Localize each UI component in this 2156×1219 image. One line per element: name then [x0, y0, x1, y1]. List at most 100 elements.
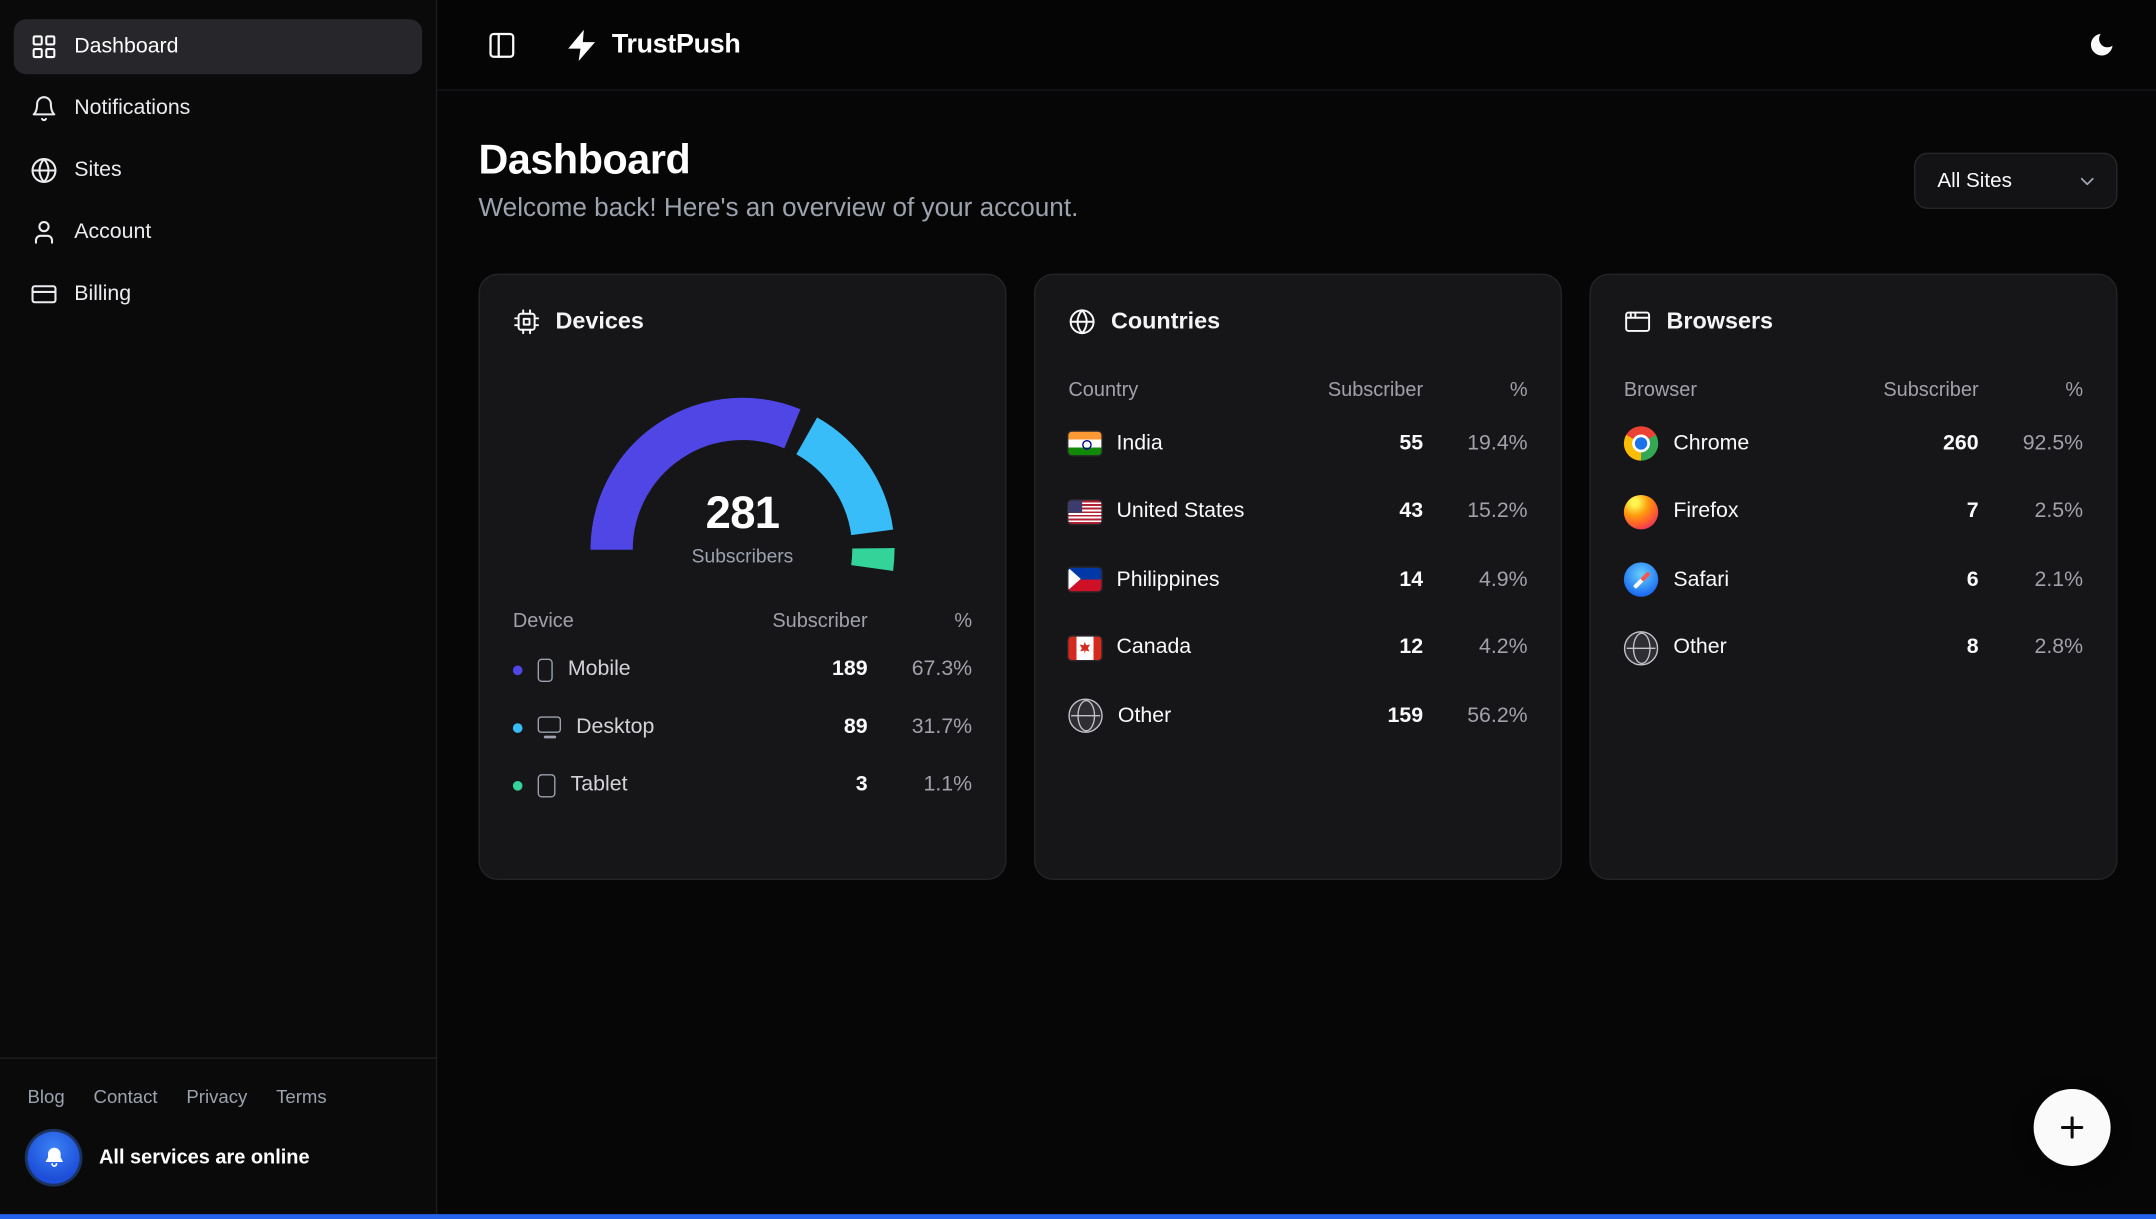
main-content: Dashboard Welcome back! Here's an overvi… — [437, 90, 2156, 1219]
countries-card: Countries Country Subscriber % — [1034, 273, 1562, 880]
brand[interactable]: TrustPush — [564, 27, 741, 63]
browser-logo-icon — [1623, 562, 1659, 598]
table-row: United States 43 15.2% — [1068, 478, 1528, 546]
devices-card: Devices 281 Subscribers Device Subscribe… — [478, 273, 1007, 880]
row-name: Desktop — [576, 715, 655, 739]
row-subscribers: 55 — [1399, 431, 1424, 455]
plus-icon — [2060, 1116, 2084, 1139]
status-text: All services are online — [99, 1146, 310, 1169]
service-status: All services are online — [27, 1131, 409, 1184]
card-title: Browsers — [1666, 308, 1774, 335]
brand-name: TrustPush — [611, 28, 741, 60]
gauge-total-label: Subscribers — [691, 544, 794, 567]
topbar: TrustPush — [437, 0, 2156, 91]
country-flag-icon — [1068, 636, 1102, 660]
browsers-card-header: Browsers — [1624, 308, 2083, 336]
row-percent: 19.4% — [1467, 431, 1528, 455]
table-row: Tablet 3 1.1% — [512, 756, 972, 814]
user-icon — [34, 221, 54, 244]
chevron-down-icon — [2080, 177, 2094, 185]
globe-icon — [1069, 309, 1095, 335]
topbar-right — [2085, 28, 2118, 61]
devices-card-header: Devices — [513, 308, 972, 336]
footer-link-terms[interactable]: Terms — [276, 1086, 327, 1107]
devices-table-body: Mobile 189 67.3% Desktop — [512, 641, 973, 814]
table-row: Canada 12 4.2% — [1068, 614, 1528, 682]
footer-link-contact[interactable]: Contact — [93, 1086, 158, 1107]
table-row: Safari 6 2.1% — [1623, 546, 2083, 614]
header-subscriber: Subscriber — [772, 610, 868, 633]
row-label-cell: Other — [1068, 698, 1327, 734]
site-filter-dropdown[interactable]: All Sites — [1914, 152, 2118, 209]
cpu-icon — [514, 309, 540, 335]
row-label-cell: United States — [1068, 499, 1327, 524]
row-subscribers: 89 — [843, 715, 868, 739]
sidebar-item-billing[interactable]: Billing — [14, 267, 422, 322]
bell-icon — [32, 96, 56, 122]
row-percent: 4.2% — [1479, 635, 1528, 659]
table-row: Other 8 2.8% — [1623, 614, 2083, 682]
header-device: Device — [512, 610, 574, 633]
header-percent: % — [1509, 379, 1528, 402]
legend-dot — [512, 780, 523, 790]
header-browser: Browser — [1623, 379, 1698, 402]
sidebar-item-label: Sites — [74, 158, 122, 182]
header-percent: % — [954, 610, 973, 633]
sidebar-item-account[interactable]: Account — [14, 205, 422, 260]
countries-table: Country Subscriber % India 5 — [1068, 379, 1528, 751]
device-type-icon — [537, 657, 553, 682]
page-subtitle: Welcome back! Here's an overview of your… — [478, 193, 1079, 223]
country-flag-icon — [1068, 432, 1102, 456]
row-name: Firefox — [1673, 499, 1739, 523]
row-subscribers: 189 — [832, 657, 868, 681]
sidebar-item-sites[interactable]: Sites — [14, 143, 422, 198]
table-row: Desktop 89 31.7% — [512, 699, 973, 757]
row-percent: 56.2% — [1467, 703, 1528, 728]
row-subscribers: 14 — [1399, 567, 1424, 591]
theme-toggle-button[interactable] — [2085, 28, 2118, 61]
sidebar-item-label: Dashboard — [74, 34, 179, 58]
legend-dot — [512, 664, 523, 675]
row-name: Other — [1673, 635, 1727, 659]
app-window-icon — [1625, 311, 1651, 332]
countries-card-header: Countries — [1068, 308, 1527, 336]
sidebar-footer: Blog Contact Privacy Terms All services … — [0, 1057, 436, 1219]
country-flag-icon — [1068, 698, 1103, 734]
row-name: Safari — [1673, 567, 1730, 591]
add-button[interactable] — [2033, 1089, 2111, 1166]
row-label-cell: Mobile — [512, 657, 772, 682]
row-subscribers: 12 — [1399, 635, 1424, 659]
device-type-icon — [537, 716, 561, 733]
row-subscribers: 260 — [1943, 431, 1979, 455]
sidebar-item-notifications[interactable]: Notifications — [14, 81, 422, 136]
table-row: Firefox 7 2.5% — [1623, 478, 2084, 546]
stats-cards: Devices 281 Subscribers Device Subscribe… — [478, 273, 2118, 880]
row-percent: 2.5% — [2034, 499, 2084, 523]
footer-link-blog[interactable]: Blog — [27, 1086, 65, 1107]
header-country: Country — [1068, 379, 1139, 402]
browsers-card: Browsers Browser Subscriber % — [1589, 273, 2118, 880]
row-label-cell: Safari — [1623, 562, 1883, 598]
sidebar: Dashboard Notifications Sites Account Bi… — [0, 0, 438, 1219]
credit-card-icon — [31, 285, 57, 304]
devices-table: Device Subscriber % Mobile — [512, 610, 973, 815]
row-name: Canada — [1116, 635, 1192, 659]
status-bell-badge — [27, 1131, 80, 1184]
page-header-text: Dashboard Welcome back! Here's an overvi… — [479, 138, 1079, 225]
gauge-total-value: 281 — [705, 486, 780, 538]
card-title: Countries — [1111, 308, 1221, 335]
sidebar-item-dashboard[interactable]: Dashboard — [13, 19, 423, 75]
devices-gauge-svg — [590, 397, 895, 571]
footer-link-privacy[interactable]: Privacy — [186, 1086, 248, 1107]
row-name: Other — [1117, 703, 1172, 728]
sidebar-item-label: Account — [74, 220, 152, 244]
sidebar-toggle-button[interactable] — [487, 30, 517, 60]
gauge-center: 281 Subscribers — [571, 487, 915, 567]
row-label-cell: Tablet — [512, 773, 772, 798]
table-row: Other 159 56.2% — [1068, 682, 1528, 750]
browser-logo-icon — [1623, 426, 1659, 461]
topbar-left: TrustPush — [487, 27, 741, 63]
dashboard-grid-icon — [32, 35, 56, 59]
row-percent: 31.7% — [911, 715, 973, 739]
row-percent: 15.2% — [1467, 499, 1528, 523]
